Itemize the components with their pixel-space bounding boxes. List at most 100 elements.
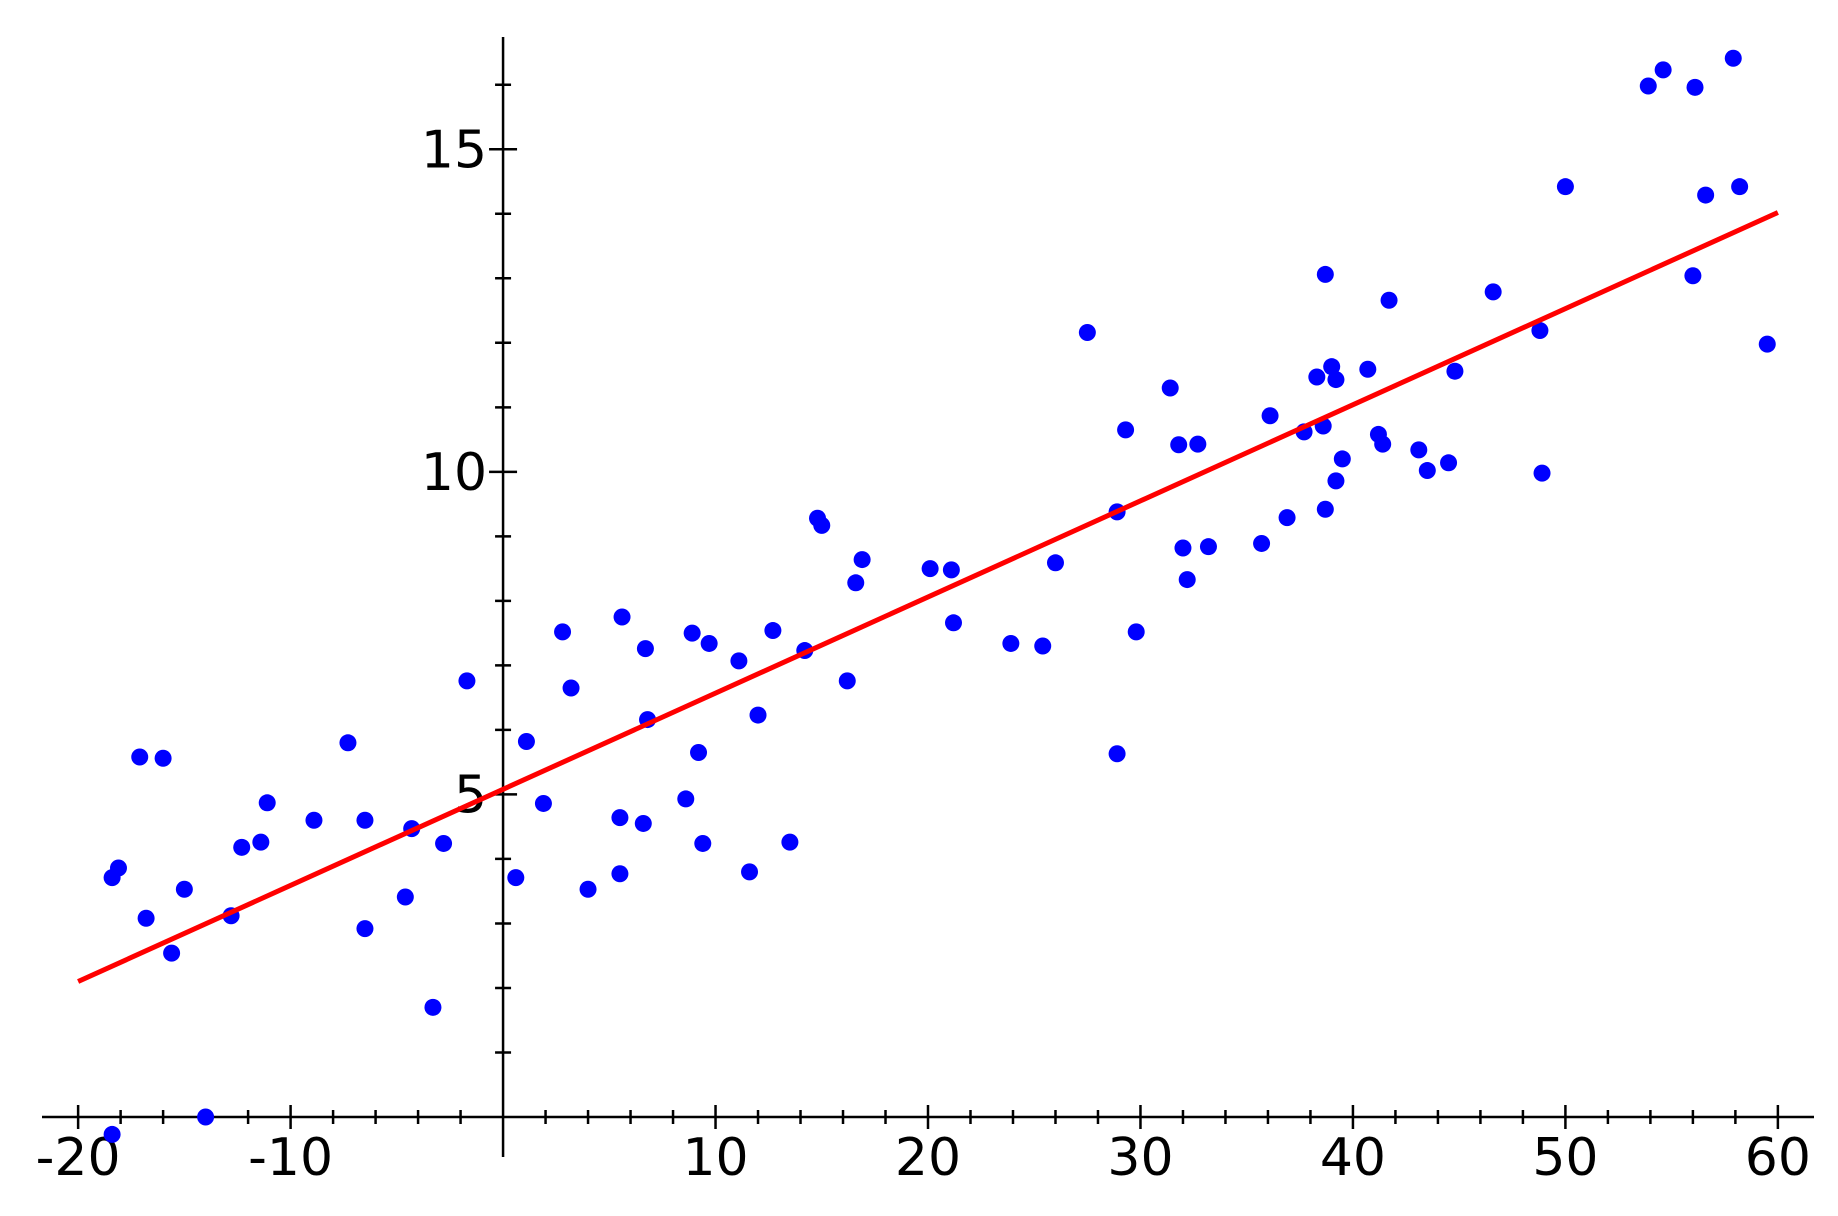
point (1002, 634, 1020, 652)
point (741, 863, 759, 881)
point (694, 834, 712, 852)
point (1374, 435, 1392, 453)
point (1327, 472, 1345, 490)
point (1418, 462, 1436, 480)
point (781, 833, 799, 851)
x-tick-label: 40 (1320, 1128, 1386, 1188)
point (458, 672, 476, 690)
point (137, 909, 155, 927)
point (1440, 454, 1458, 472)
point (1724, 49, 1742, 67)
x-tick-label: 60 (1745, 1128, 1811, 1188)
point (507, 869, 525, 887)
point (813, 516, 831, 534)
point (1533, 464, 1551, 482)
x-tick-label: 50 (1532, 1128, 1598, 1188)
point (1323, 358, 1341, 376)
point (1127, 623, 1145, 641)
point (109, 859, 127, 877)
y-tick-label: 15 (421, 120, 487, 180)
point (435, 834, 453, 852)
point (163, 944, 181, 962)
point (258, 794, 276, 812)
fit-line (77, 210, 1779, 984)
point (131, 748, 149, 766)
x-tick-label: 30 (1107, 1128, 1173, 1188)
point (1174, 539, 1192, 557)
point (1261, 407, 1279, 425)
point (1446, 362, 1464, 380)
point (700, 634, 718, 652)
point (1327, 371, 1345, 389)
point (103, 1125, 121, 1143)
point (154, 749, 172, 767)
point (579, 880, 597, 898)
point (611, 809, 629, 827)
point (1108, 745, 1126, 763)
point (1410, 441, 1428, 459)
point (1333, 450, 1351, 468)
point (690, 743, 708, 761)
point (424, 998, 442, 1016)
point (1654, 61, 1672, 79)
point (1556, 178, 1574, 196)
point (847, 574, 865, 592)
point (562, 679, 580, 697)
point (1697, 186, 1715, 204)
point (1359, 360, 1377, 378)
point (1034, 637, 1052, 655)
point (356, 811, 374, 829)
point (1178, 571, 1196, 589)
point (517, 733, 535, 751)
point (554, 623, 572, 641)
y-tick-label: 5 (454, 765, 487, 825)
point (1046, 554, 1064, 572)
point (1078, 323, 1096, 341)
point (611, 865, 629, 883)
point (175, 880, 193, 898)
point (634, 814, 652, 832)
point (1316, 265, 1334, 283)
point (944, 614, 962, 632)
point (1308, 368, 1326, 386)
point (1117, 421, 1135, 439)
point (305, 811, 323, 829)
point (683, 624, 701, 642)
point (764, 622, 782, 640)
x-tick-label: -10 (248, 1128, 333, 1188)
point (1278, 509, 1296, 527)
point (1199, 538, 1217, 556)
point (636, 640, 654, 658)
point (1170, 436, 1188, 454)
point (1161, 379, 1179, 397)
point (197, 1108, 215, 1126)
x-tick-label: 20 (895, 1128, 961, 1188)
point (677, 790, 695, 808)
x-tick-label: 10 (682, 1128, 748, 1188)
point (749, 706, 767, 724)
point (233, 838, 251, 856)
point (252, 833, 270, 851)
point (942, 561, 960, 579)
point (838, 672, 856, 690)
point (396, 888, 414, 906)
point (1686, 78, 1704, 96)
point (1731, 178, 1749, 196)
point (1758, 335, 1776, 353)
point (1684, 267, 1702, 285)
point (853, 551, 871, 569)
point (1531, 322, 1549, 340)
point (1380, 291, 1398, 309)
point (921, 560, 939, 578)
point (730, 652, 748, 670)
point (1484, 283, 1502, 301)
point (1639, 77, 1657, 95)
point (1253, 534, 1271, 552)
y-tick-label: 10 (421, 443, 487, 503)
point (613, 608, 631, 626)
point (1316, 500, 1334, 518)
point (339, 734, 357, 752)
point (1189, 435, 1207, 453)
point (534, 794, 552, 812)
